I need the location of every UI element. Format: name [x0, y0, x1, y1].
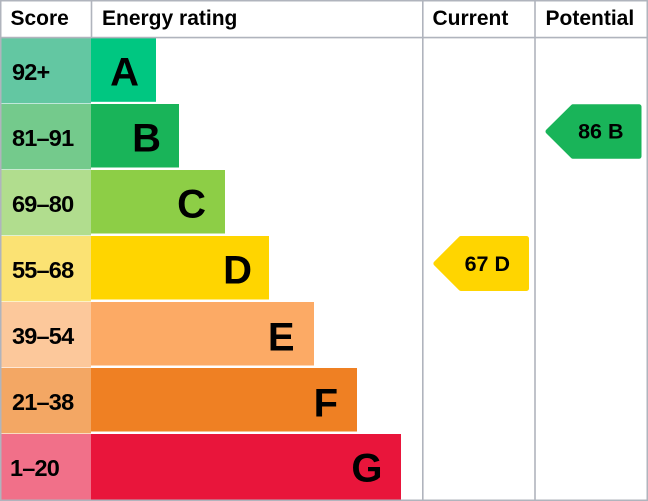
svg-text:1–20: 1–20	[10, 455, 60, 481]
svg-text:F: F	[314, 382, 338, 426]
svg-text:86 B: 86 B	[578, 119, 623, 143]
svg-text:B: B	[132, 117, 161, 161]
svg-text:Current: Current	[433, 7, 509, 30]
svg-text:92+: 92+	[12, 59, 50, 85]
svg-text:Score: Score	[11, 7, 69, 30]
svg-text:C: C	[177, 183, 206, 227]
svg-text:Potential: Potential	[546, 7, 635, 30]
svg-text:67 D: 67 D	[465, 252, 510, 276]
svg-text:69–80: 69–80	[12, 191, 74, 217]
svg-text:G: G	[351, 447, 382, 491]
svg-text:D: D	[223, 249, 252, 293]
svg-text:A: A	[110, 51, 139, 95]
svg-text:39–54: 39–54	[12, 323, 74, 349]
svg-text:E: E	[268, 316, 295, 360]
svg-text:81–91: 81–91	[12, 125, 74, 151]
svg-text:55–68: 55–68	[12, 257, 74, 283]
svg-text:Energy rating: Energy rating	[102, 7, 237, 30]
svg-text:21–38: 21–38	[12, 389, 74, 415]
